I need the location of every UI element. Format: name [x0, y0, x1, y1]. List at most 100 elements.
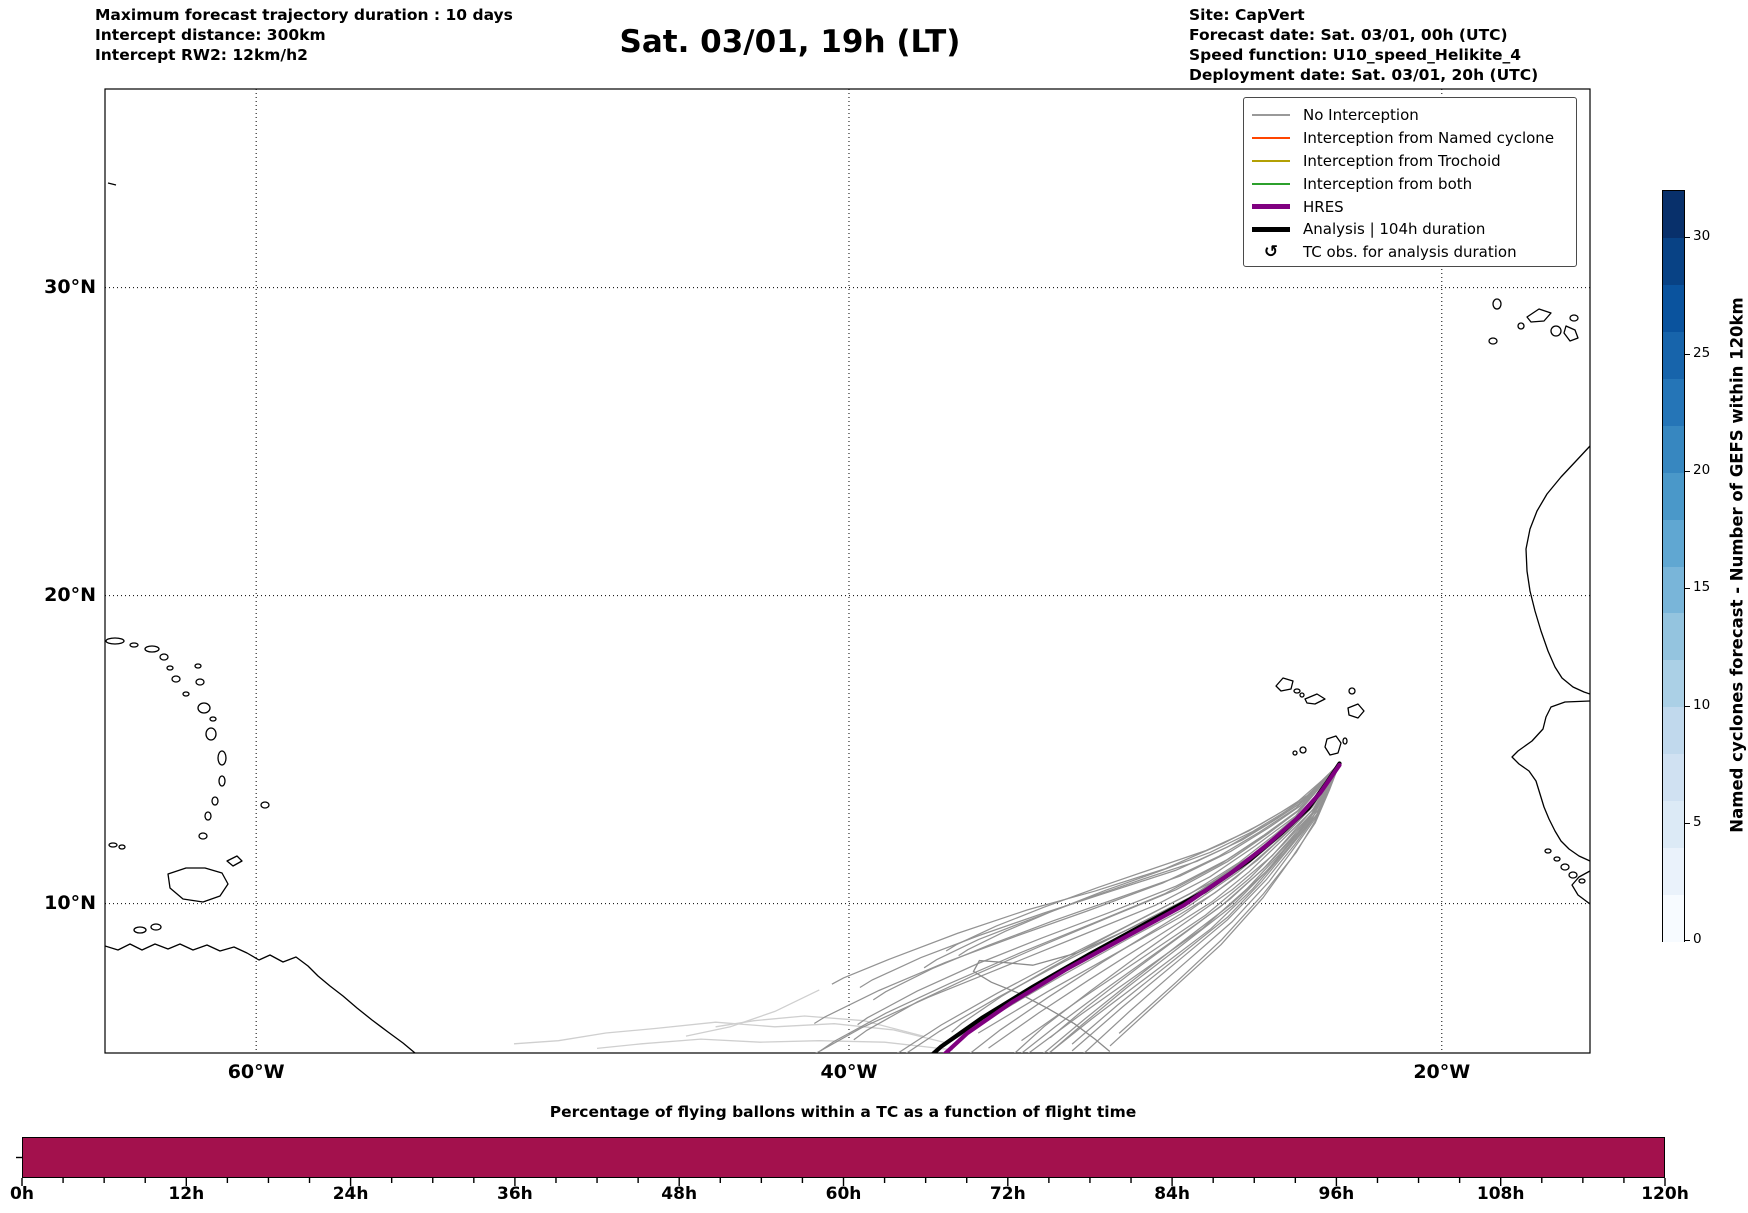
tc-observation-icon: ↺: [1263, 242, 1279, 263]
trajectory-no-interception: [969, 763, 1341, 1053]
coastlines: [105, 182, 1590, 1053]
trajectory-no-interception: [905, 763, 1341, 1053]
colorbar-segment: [1663, 284, 1684, 333]
colorbar-tick-label: 25: [1693, 345, 1711, 362]
colorbar-segment: [1663, 425, 1684, 473]
colorbar-segment: [1663, 753, 1684, 801]
faded-trajectories: [513, 989, 953, 1051]
legend-entry-label: Interception from Trochoid: [1303, 151, 1501, 170]
colorbar-tick-label: 10: [1693, 696, 1711, 713]
colorbar-segment: [1663, 894, 1684, 942]
flight-time-label: 120h: [1641, 1184, 1689, 1204]
trajectory-no-interception: [815, 763, 1340, 1053]
colorbar-segment: [1663, 378, 1684, 426]
island: [197, 702, 211, 714]
colorbar-segment: [1663, 237, 1684, 286]
flight-time-label: 60h: [825, 1184, 862, 1204]
colorbar-segment: [1663, 472, 1684, 520]
legend-entry: Analysis | 104h duration: [1252, 218, 1568, 241]
colorbar-tick: [1684, 236, 1690, 238]
colorbar-tick: [1684, 940, 1690, 941]
legend-entry-label: TC obs. for analysis duration: [1303, 243, 1517, 262]
trajectory-no-interception: [1049, 763, 1341, 1039]
flight-time-label: 36h: [497, 1184, 533, 1204]
island: [108, 842, 118, 848]
colorbar-segment: [1663, 331, 1684, 379]
island: [194, 663, 202, 669]
island: [211, 796, 219, 806]
colorbar-segment: [1663, 612, 1684, 661]
colorbar-tick: [1684, 354, 1690, 356]
island: [129, 642, 139, 648]
trajectory-loop: [972, 763, 1341, 1052]
island: [260, 801, 270, 809]
island: [1488, 337, 1498, 345]
island: [195, 678, 205, 686]
lat-tick-label: 30°N: [44, 275, 96, 298]
trajectory-no-interception: [831, 763, 1340, 985]
colorbar-segment: [1663, 566, 1684, 614]
trajectory-no-interception: [859, 763, 1340, 989]
colorbar-tick-label: 20: [1693, 462, 1711, 479]
colorbar-tick-label: 30: [1693, 227, 1711, 244]
flight-time-label: 72h: [989, 1184, 1026, 1204]
colorbar-tick: [1684, 471, 1690, 473]
site-info-text: Site: CapVert Forecast date: Sat. 03/01,…: [1189, 6, 1539, 84]
island: [105, 637, 125, 645]
colorbar-tick-label: 0: [1693, 931, 1702, 947]
island: [1275, 677, 1294, 692]
colorbar-tick: [1684, 822, 1690, 824]
colorbar-tick-label: 5: [1693, 813, 1702, 830]
colorbar-segment: [1663, 847, 1684, 895]
legend-line-swatch: [1252, 159, 1290, 162]
trajectory-no-interception: [1021, 763, 1341, 1042]
island: [1526, 308, 1552, 323]
colorbar-segment: [1663, 706, 1684, 754]
island: [118, 844, 126, 850]
island: [1563, 325, 1579, 342]
legend-entry: HRES: [1252, 195, 1568, 218]
island: [1560, 863, 1570, 871]
island: [217, 750, 227, 766]
gefs-ensemble-trajectories: [813, 763, 1341, 1053]
legend-line-swatch: [1252, 204, 1290, 210]
flight-time-label: 0h: [10, 1184, 34, 1204]
island: [1348, 687, 1356, 695]
legend-entry-label: Interception from both: [1303, 174, 1473, 193]
trajectory-no-interception: [1048, 763, 1341, 1053]
trajectory-no-interception: [1083, 763, 1341, 1053]
island: [1544, 848, 1552, 854]
island: [1293, 688, 1301, 694]
trajectory-no-interception: [1071, 763, 1341, 1052]
legend-entry: Interception from Named cyclone: [1252, 127, 1568, 150]
lon-tick-label: 60°W: [227, 1061, 285, 1083]
map-frame: [104, 88, 1591, 1054]
island: [133, 926, 147, 934]
map-legend: No Interception Interception from Named c…: [1243, 97, 1577, 267]
lat-tick-label: 10°N: [44, 891, 96, 914]
legend-entry-label: HRES: [1303, 197, 1344, 216]
flight-time-ticks: [16, 1156, 1666, 1186]
trajectory-no-interception: [1109, 763, 1341, 1047]
legend-line-swatch: [1252, 226, 1290, 232]
island: [1299, 746, 1307, 754]
lat-tick-label: 20°N: [44, 583, 96, 606]
colorbar-tick-label: 15: [1693, 579, 1711, 596]
island: [1342, 737, 1348, 745]
island: [1304, 693, 1326, 705]
island: [171, 675, 181, 683]
island: [166, 665, 174, 671]
forecast-settings-text: Maximum forecast trajectory duration : 1…: [95, 6, 513, 64]
island: [182, 691, 190, 697]
flight-time-label: 108h: [1476, 1184, 1525, 1204]
colorbar-segment: [1663, 519, 1684, 567]
island: [1292, 750, 1298, 756]
legend-entry-label: Analysis | 104h duration: [1303, 220, 1486, 239]
island: [209, 716, 217, 722]
trajectory-no-interception: [813, 763, 1340, 1025]
island: [1568, 871, 1578, 879]
island: [167, 867, 229, 903]
island: [150, 923, 162, 931]
page-title: Sat. 03/01, 19h (LT): [619, 24, 961, 60]
island: [205, 727, 217, 741]
